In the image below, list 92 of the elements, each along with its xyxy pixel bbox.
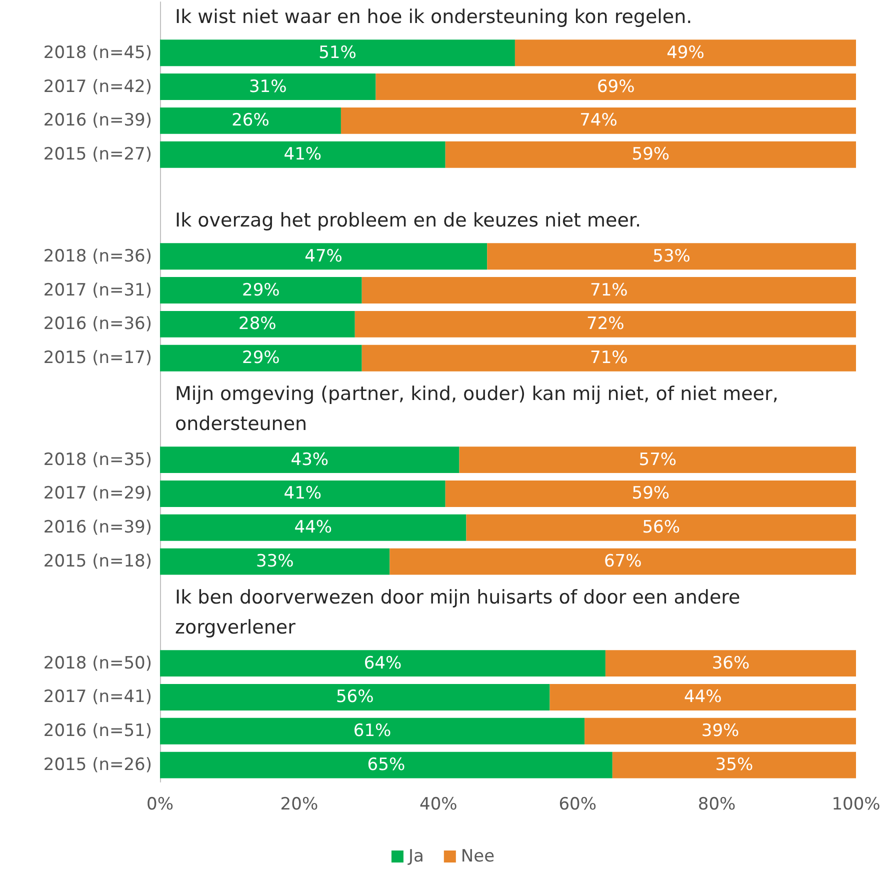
bar: [160, 107, 341, 134]
bar: [160, 684, 550, 710]
bar: [584, 718, 856, 744]
y-tick-label: 2018 (n=50): [43, 653, 152, 674]
data-label: 56%: [642, 518, 680, 538]
annotation: Mijn omgeving (partner, kind, ouder) kan mij niet, of niet meer, ondersteunen: [175, 382, 784, 435]
y-tick-label: 2017 (n=41): [43, 687, 152, 708]
bar: [514, 40, 856, 66]
data-label: 59%: [632, 144, 670, 165]
bar: [160, 650, 606, 677]
data-label: 56%: [336, 687, 374, 708]
data-label: 26%: [232, 110, 270, 131]
y-tick-label: 2018 (n=35): [43, 450, 152, 470]
bar: [459, 446, 856, 474]
x-tick-label: 100%: [832, 794, 880, 814]
y-tick-label: 2015 (n=27): [43, 144, 152, 165]
data-label: 44%: [684, 687, 722, 708]
bar: [612, 752, 856, 778]
data-label: 41%: [284, 144, 322, 165]
data-label: 69%: [596, 76, 635, 97]
data-label: 33%: [256, 552, 294, 572]
y-tick-label: 2017 (n=42): [43, 76, 152, 97]
bar: [362, 344, 856, 372]
bar: [550, 684, 856, 710]
x-tick-label: 20%: [280, 794, 318, 814]
x-tick-label: 0%: [146, 794, 174, 814]
data-label: 67%: [604, 552, 642, 572]
data-label: 53%: [652, 246, 690, 266]
bar: [340, 107, 856, 134]
bar: [160, 277, 362, 304]
y-tick-label: 2015 (n=17): [43, 348, 152, 368]
x-tick-label: 80%: [698, 794, 736, 814]
x-tick-label: 60%: [558, 794, 596, 814]
data-label: 43%: [290, 450, 329, 470]
data-label: 35%: [715, 755, 754, 776]
y-tick-label: 2018 (n=45): [43, 42, 152, 63]
data-label: 57%: [638, 450, 677, 470]
bar: [160, 74, 376, 100]
data-label: 29%: [242, 280, 280, 300]
bar: [354, 310, 856, 338]
x-tick-label: 40%: [420, 794, 458, 814]
data-label: 64%: [364, 653, 402, 674]
legend-label: Ja: [407, 846, 424, 866]
annotation: Ik overzag het probleem en de keuzes niet meer.: [175, 209, 642, 232]
data-label: 36%: [712, 653, 750, 674]
bar: [160, 310, 355, 338]
annotation: Ik ben doorverwezen door mijn huisarts of door een andere zorgverlener: [175, 586, 746, 638]
y-tick-label: 2018 (n=36): [43, 246, 152, 266]
data-label: 59%: [632, 484, 670, 504]
annotation: Ik wist niet waar en hoe ik ondersteuning kon regelen.: [175, 6, 692, 28]
y-tick-label: 2016 (n=51): [43, 721, 152, 742]
bar: [160, 514, 466, 541]
bar: [466, 514, 856, 541]
y-tick-label: 2017 (n=29): [43, 484, 152, 504]
data-label: 49%: [666, 42, 704, 63]
y-tick-label: 2016 (n=39): [43, 110, 152, 131]
data-label: 71%: [590, 348, 628, 368]
bar: [390, 548, 856, 575]
bar: [160, 243, 488, 270]
bar: [487, 243, 856, 270]
data-label: 28%: [238, 314, 276, 334]
data-label: 41%: [284, 484, 322, 504]
legend-label: Nee: [460, 846, 495, 866]
bar: [376, 74, 856, 100]
bar: [445, 480, 856, 507]
data-label: 65%: [367, 755, 406, 776]
data-label: 72%: [586, 314, 624, 334]
data-label: 51%: [318, 42, 356, 63]
data-label: 44%: [294, 518, 332, 538]
bar: [445, 141, 856, 168]
bar: [160, 344, 362, 372]
bar: [160, 40, 515, 66]
y-tick-label: 2016 (n=39): [43, 518, 152, 538]
y-tick-label: 2015 (n=26): [43, 755, 152, 776]
y-tick-label: 2016 (n=36): [43, 314, 152, 334]
bar: [160, 446, 460, 474]
bar: [160, 752, 612, 778]
data-label: 29%: [242, 348, 280, 368]
bar: [605, 650, 856, 677]
y-tick-label: 2017 (n=31): [43, 280, 152, 300]
data-label: 47%: [304, 246, 342, 266]
data-label: 31%: [248, 76, 287, 97]
data-label: 39%: [701, 721, 740, 742]
data-label: 71%: [590, 280, 628, 300]
y-tick-label: 2015 (n=18): [43, 552, 152, 572]
data-label: 74%: [580, 110, 618, 131]
bar: [160, 548, 390, 575]
bar: [160, 141, 446, 168]
bar: [160, 718, 585, 744]
bar: [362, 277, 856, 304]
bar: [160, 480, 446, 507]
data-label: 61%: [353, 721, 392, 742]
